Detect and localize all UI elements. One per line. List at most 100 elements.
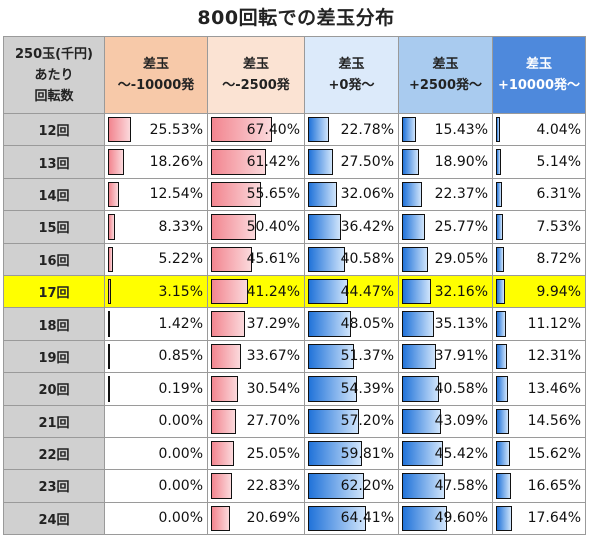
data-cell: 8.33% bbox=[104, 210, 208, 244]
data-value: 25.05% bbox=[246, 445, 300, 462]
data-value: 40.58% bbox=[434, 380, 488, 397]
column-header: 差玉 ～-2500発 bbox=[207, 36, 305, 114]
table-row: 12回 25.53% 67.40% 22.78% 15.43% 4.04% bbox=[3, 112, 586, 147]
data-bar bbox=[308, 505, 366, 532]
table-row: 16回 5.22% 45.61% 40.58% 29.05% 8.72% bbox=[3, 242, 586, 276]
data-cell: 20.69% bbox=[207, 501, 305, 536]
data-bar bbox=[308, 408, 360, 434]
data-cell: 41.24% bbox=[207, 274, 305, 309]
data-value: 13.46% bbox=[527, 380, 581, 397]
data-cell: 25.77% bbox=[398, 210, 493, 244]
data-value: 14.56% bbox=[527, 413, 581, 430]
data-bar bbox=[496, 214, 503, 240]
data-cell: 57.20% bbox=[304, 404, 399, 438]
row-label: 18回 bbox=[3, 307, 105, 341]
row-label: 21回 bbox=[3, 404, 105, 438]
data-bar bbox=[402, 214, 426, 240]
data-value: 64.41% bbox=[340, 510, 394, 527]
table-row: 15回 8.33% 50.40% 36.42% 25.77% 7.53% bbox=[3, 210, 586, 244]
data-value: 35.13% bbox=[434, 316, 488, 333]
data-value: 22.78% bbox=[340, 121, 394, 138]
data-cell: 0.00% bbox=[104, 404, 208, 438]
header-row: 250玉(千円) あたり 回転数 差玉 ～-10000発 差玉 ～-2500発 … bbox=[3, 36, 586, 114]
column-header: 差玉 +2500発～ bbox=[398, 36, 493, 114]
data-value: 25.53% bbox=[149, 121, 203, 138]
data-bar bbox=[108, 246, 113, 272]
data-cell: 32.06% bbox=[304, 177, 399, 212]
row-label: 17回 bbox=[3, 274, 105, 309]
data-cell: 0.00% bbox=[104, 469, 208, 503]
data-cell: 13.46% bbox=[492, 372, 586, 406]
table-row: 23回 0.00% 22.83% 62.20% 47.58% 16.65% bbox=[3, 469, 586, 503]
data-bar bbox=[402, 440, 443, 467]
data-cell: 27.70% bbox=[207, 404, 305, 438]
data-cell: 12.54% bbox=[104, 177, 208, 212]
table-row: 19回 0.85% 33.67% 51.37% 37.91% 12.31% bbox=[3, 339, 586, 374]
data-value: 7.53% bbox=[536, 218, 581, 235]
data-bar bbox=[402, 117, 416, 143]
data-value: 15.62% bbox=[527, 445, 581, 462]
data-bar bbox=[402, 473, 445, 499]
table-row: 20回 0.19% 30.54% 54.39% 40.58% 13.46% bbox=[3, 372, 586, 406]
data-value: 5.22% bbox=[158, 251, 203, 268]
data-bar bbox=[496, 408, 510, 434]
data-bar bbox=[496, 440, 511, 467]
data-bar bbox=[496, 473, 511, 499]
data-value: 0.19% bbox=[158, 380, 203, 397]
column-header-line2: +10000発～ bbox=[497, 78, 581, 93]
data-bar bbox=[496, 278, 505, 305]
data-value: 47.58% bbox=[434, 477, 488, 494]
data-value: 11.12% bbox=[527, 316, 581, 333]
data-value: 15.43% bbox=[434, 121, 488, 138]
data-cell: 47.58% bbox=[398, 469, 493, 503]
data-value: 50.40% bbox=[246, 218, 300, 235]
data-value: 41.24% bbox=[246, 283, 300, 300]
data-cell: 61.42% bbox=[207, 145, 305, 179]
data-bar bbox=[211, 214, 257, 240]
data-bar bbox=[211, 311, 245, 337]
data-cell: 3.15% bbox=[104, 274, 208, 309]
data-value: 45.61% bbox=[246, 251, 300, 268]
data-value: 55.65% bbox=[246, 186, 300, 203]
data-cell: 7.53% bbox=[492, 210, 586, 244]
data-value: 27.50% bbox=[340, 154, 394, 171]
column-header-line1: 差玉 bbox=[142, 57, 169, 72]
data-cell: 18.90% bbox=[398, 145, 493, 179]
data-cell: 18.26% bbox=[104, 145, 208, 179]
column-header-line1: 差玉 bbox=[338, 57, 365, 72]
data-bar bbox=[308, 278, 349, 305]
data-cell: 12.31% bbox=[492, 339, 586, 374]
data-value: 3.15% bbox=[158, 283, 203, 300]
data-bar bbox=[496, 246, 504, 272]
table-row: 24回 0.00% 20.69% 64.41% 49.60% 17.64% bbox=[3, 501, 586, 536]
header-corner-line2: あたり bbox=[34, 67, 74, 83]
data-cell: 6.31% bbox=[492, 177, 586, 212]
data-cell: 16.65% bbox=[492, 469, 586, 503]
data-bar bbox=[108, 149, 125, 175]
data-cell: 44.47% bbox=[304, 274, 399, 309]
column-header-line1: 差玉 bbox=[525, 57, 552, 72]
data-value: 12.54% bbox=[149, 186, 203, 203]
data-cell: 36.42% bbox=[304, 210, 399, 244]
data-bar bbox=[308, 246, 345, 272]
data-value: 16.65% bbox=[527, 477, 581, 494]
column-header: 差玉 +0発～ bbox=[304, 36, 399, 114]
row-label: 23回 bbox=[3, 469, 105, 503]
data-value: 22.83% bbox=[246, 477, 300, 494]
data-value: 61.42% bbox=[246, 154, 300, 171]
data-cell: 40.58% bbox=[304, 242, 399, 276]
data-value: 32.06% bbox=[340, 186, 394, 203]
row-label: 14回 bbox=[3, 177, 105, 212]
header-corner: 250玉(千円) あたり 回転数 bbox=[3, 36, 105, 114]
row-label: 15回 bbox=[3, 210, 105, 244]
data-value: 9.94% bbox=[536, 283, 581, 300]
data-value: 54.39% bbox=[340, 380, 394, 397]
data-cell: 32.16% bbox=[398, 274, 493, 309]
data-cell: 0.85% bbox=[104, 339, 208, 374]
row-label: 24回 bbox=[3, 501, 105, 536]
data-value: 59.81% bbox=[340, 445, 394, 462]
data-bar bbox=[402, 181, 423, 208]
data-cell: 5.14% bbox=[492, 145, 586, 179]
data-cell: 29.05% bbox=[398, 242, 493, 276]
data-cell: 17.64% bbox=[492, 501, 586, 536]
